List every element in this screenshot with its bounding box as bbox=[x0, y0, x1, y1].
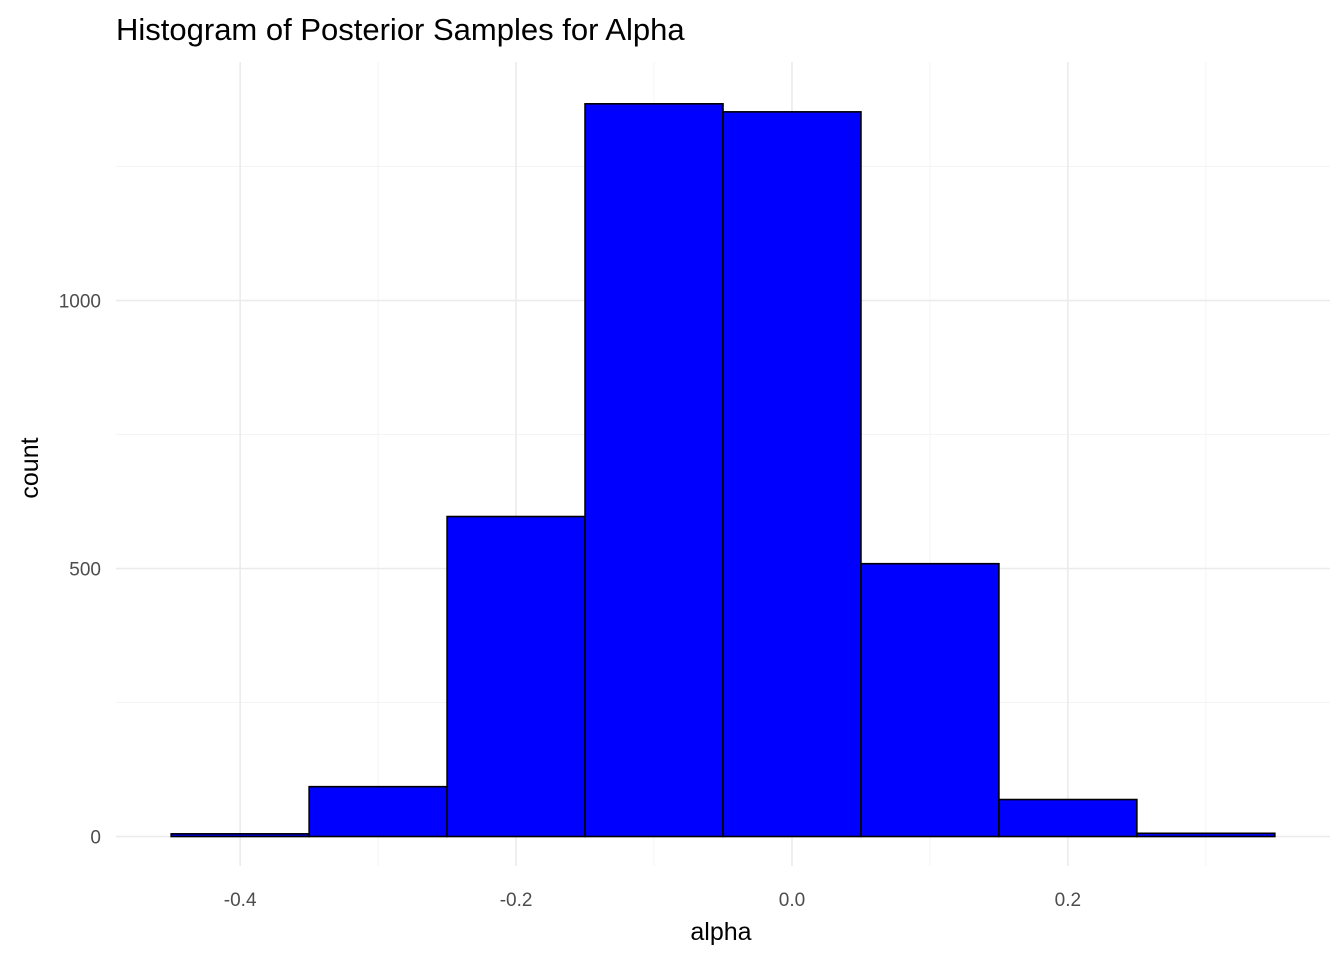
x-tick-label: 0.0 bbox=[779, 890, 805, 911]
x-tick-label: -0.4 bbox=[224, 890, 257, 911]
chart-title: Histogram of Posterior Samples for Alpha bbox=[116, 12, 685, 47]
histogram-bar bbox=[860, 562, 1000, 838]
histogram-bar bbox=[584, 103, 724, 838]
histogram-bar bbox=[308, 785, 448, 838]
tick-labels: -0.4 -0.2 0.0 0.2 0 500 1000 bbox=[59, 292, 1081, 911]
y-tick-label: 500 bbox=[69, 560, 101, 581]
x-axis-title: alpha bbox=[690, 918, 751, 946]
histogram-bar bbox=[722, 111, 862, 838]
histogram-bar bbox=[1136, 832, 1276, 838]
histogram-bar bbox=[170, 833, 310, 838]
y-tick-label: 1000 bbox=[59, 292, 101, 313]
x-tick-label: 0.2 bbox=[1055, 890, 1081, 911]
y-axis-title: count bbox=[16, 437, 44, 498]
histogram-bar bbox=[998, 798, 1138, 838]
histogram-bars bbox=[170, 103, 1276, 838]
histogram-bar bbox=[446, 515, 586, 838]
y-tick-label: 0 bbox=[90, 828, 101, 849]
x-tick-label: -0.2 bbox=[500, 890, 533, 911]
